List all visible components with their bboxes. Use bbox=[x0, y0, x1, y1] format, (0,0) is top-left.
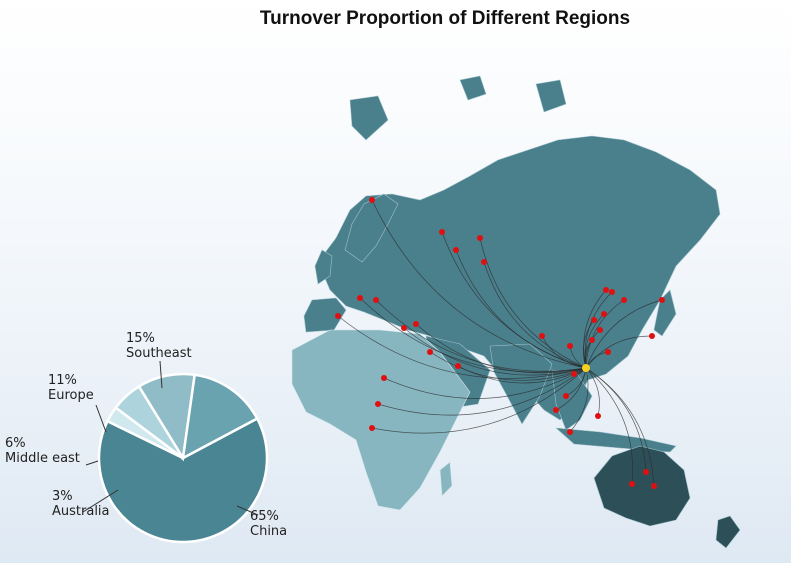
slice-pct-china: 65% bbox=[250, 509, 279, 524]
route-line bbox=[585, 299, 625, 369]
city-point bbox=[589, 337, 595, 343]
indonesia-landmass bbox=[555, 427, 677, 453]
city-point bbox=[453, 247, 459, 253]
route-line bbox=[479, 237, 587, 369]
world-map bbox=[291, 75, 741, 549]
route-line bbox=[359, 297, 587, 373]
new-zealand-landmass bbox=[715, 515, 741, 549]
city-points bbox=[335, 197, 665, 489]
city-point bbox=[335, 313, 341, 319]
route-line bbox=[371, 367, 587, 434]
slice-pct-europe: 11% bbox=[48, 373, 77, 388]
pie-chart bbox=[97, 372, 269, 544]
slice-pct-australia: 3% bbox=[52, 489, 73, 504]
route-line bbox=[585, 367, 655, 487]
city-point bbox=[369, 197, 375, 203]
madagascar-landmass bbox=[439, 461, 453, 497]
slice-label-middle-east: Middle east bbox=[5, 451, 80, 466]
route-line bbox=[541, 335, 587, 369]
city-point bbox=[571, 371, 577, 377]
city-point bbox=[567, 343, 573, 349]
route-line bbox=[585, 367, 633, 485]
arctic-islands bbox=[349, 75, 567, 141]
pie-slice-southeast bbox=[181, 373, 259, 461]
city-point bbox=[357, 295, 363, 301]
leader-line-middle-east bbox=[85, 460, 99, 466]
slice-label-europe: Europe bbox=[48, 388, 94, 403]
city-point bbox=[659, 297, 665, 303]
city-point bbox=[369, 425, 375, 431]
city-point bbox=[375, 401, 381, 407]
city-point bbox=[477, 235, 483, 241]
city-point bbox=[401, 325, 407, 331]
city-point bbox=[609, 289, 615, 295]
city-point bbox=[563, 393, 569, 399]
slice-label-southeast: Southeast bbox=[126, 346, 192, 361]
route-line bbox=[583, 289, 607, 369]
uk-landmass bbox=[314, 249, 333, 285]
slice-pct-southeast: 15% bbox=[126, 331, 155, 346]
city-point bbox=[413, 321, 419, 327]
route-line bbox=[375, 299, 587, 372]
route-line bbox=[383, 367, 587, 399]
city-point bbox=[651, 483, 657, 489]
city-point bbox=[605, 349, 611, 355]
route-line bbox=[403, 327, 587, 376]
route-line bbox=[441, 231, 587, 369]
hub-point bbox=[582, 364, 590, 372]
scandinavia-landmass bbox=[344, 193, 399, 263]
route-line bbox=[371, 199, 587, 369]
city-point bbox=[603, 287, 609, 293]
city-point bbox=[591, 317, 597, 323]
leader-line-china bbox=[236, 505, 259, 516]
india-landmass bbox=[489, 343, 553, 425]
city-point bbox=[601, 311, 607, 317]
city-point bbox=[481, 259, 487, 265]
city-point bbox=[539, 333, 545, 339]
route-line bbox=[585, 299, 663, 369]
city-point bbox=[643, 469, 649, 475]
route-line bbox=[585, 335, 653, 369]
city-point bbox=[381, 375, 387, 381]
route-line bbox=[585, 367, 600, 417]
japan-landmass bbox=[653, 289, 677, 337]
route-line bbox=[337, 315, 587, 379]
australia-landmass bbox=[593, 445, 691, 527]
leader-line-southeast bbox=[159, 360, 163, 389]
route-line bbox=[377, 367, 587, 416]
city-point bbox=[649, 333, 655, 339]
city-point bbox=[373, 297, 379, 303]
slice-label-china: China bbox=[250, 524, 287, 539]
route-line bbox=[429, 351, 587, 381]
city-point bbox=[427, 349, 433, 355]
pie-labels: 65% China 15% Southeast 11% Europe 6% Mi… bbox=[5, 331, 287, 539]
route-line bbox=[569, 367, 589, 433]
africa-landmass bbox=[291, 329, 471, 511]
slice-label-australia: Australia bbox=[52, 504, 110, 519]
leader-line-australia bbox=[82, 489, 119, 513]
city-point bbox=[455, 363, 461, 369]
city-point bbox=[553, 407, 559, 413]
pie-slice-china bbox=[97, 416, 269, 544]
route-line bbox=[555, 367, 587, 411]
route-line bbox=[483, 261, 587, 369]
city-point bbox=[595, 413, 601, 419]
chart-title: Turnover Proportion of Different Regions bbox=[259, 8, 631, 29]
leader-line-europe bbox=[95, 404, 107, 433]
city-point bbox=[621, 297, 627, 303]
city-point bbox=[597, 327, 603, 333]
city-point bbox=[629, 481, 635, 487]
slice-pct-middle-east: 6% bbox=[5, 436, 26, 451]
iberia-landmass bbox=[303, 297, 347, 333]
route-line bbox=[415, 323, 587, 374]
city-point bbox=[567, 429, 573, 435]
city-point bbox=[439, 229, 445, 235]
